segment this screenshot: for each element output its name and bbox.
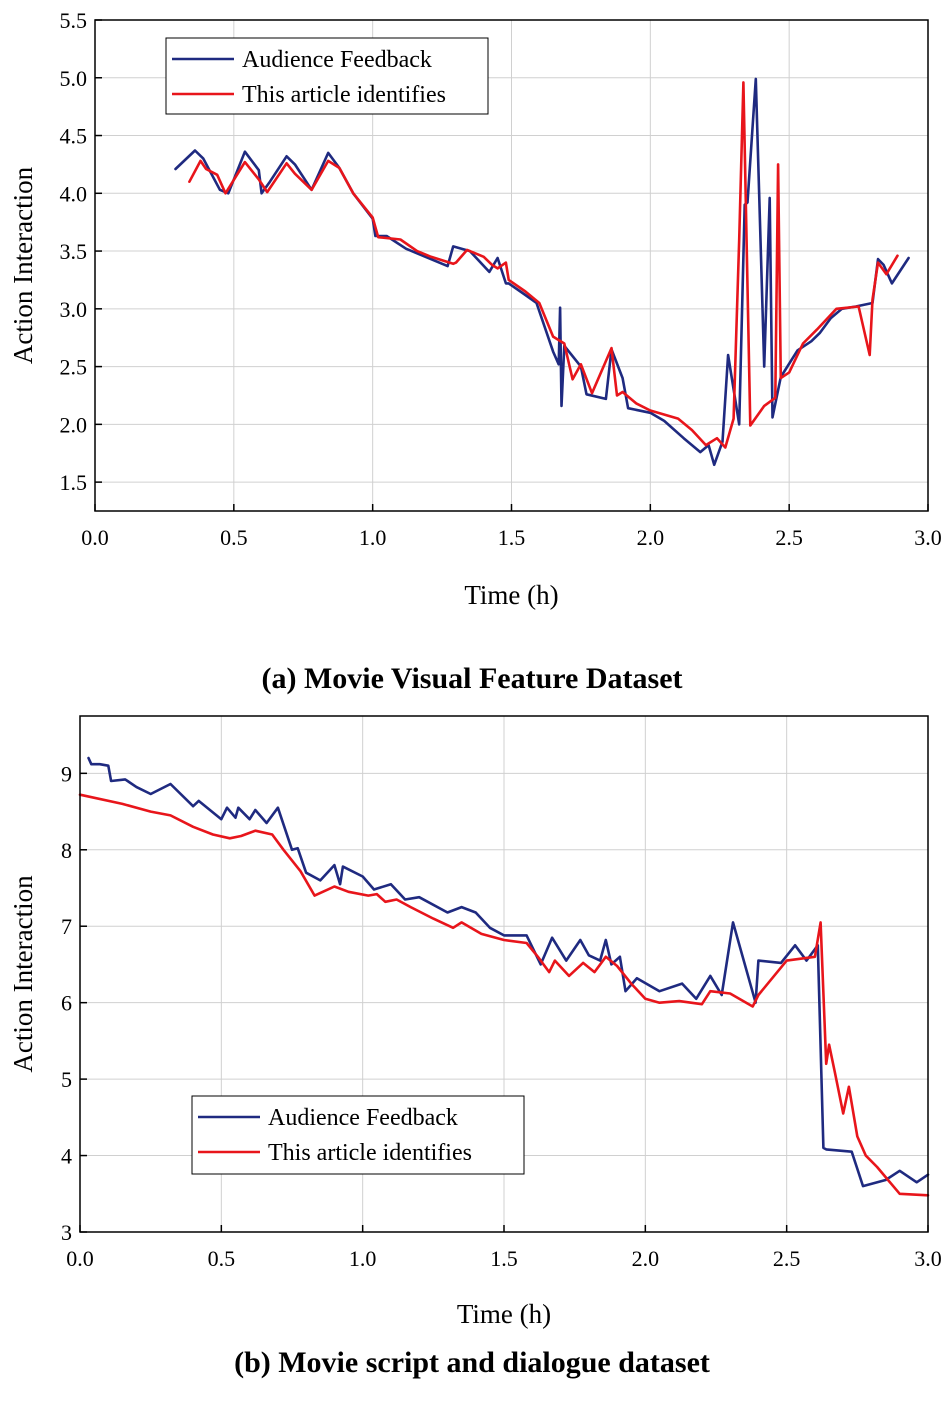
chart-b-legend: Audience Feedback This article identifies — [191, 1095, 525, 1175]
chart-b-caption: (b) Movie script and dialogue dataset — [234, 1346, 710, 1379]
chart-a-y-tick-label: 4.5 — [60, 124, 88, 149]
chart-b-plot-frame — [79, 715, 929, 1233]
chart-a-movie-visual-feature: 0.0 0.5 1.0 1.5 2.0 2.5 3.0 1.5 2.0 2.5 3.0 3.5 4.0 4… — [8, 8, 942, 610]
chart-a-y-tick-label: 1.5 — [60, 470, 88, 495]
chart-b-series-audience-feedback-line — [87, 756, 930, 1188]
chart-b-series-this-article-identifies-line — [78, 793, 930, 1197]
chart-b-x-tick-label: 1.5 — [490, 1246, 518, 1271]
chart-a-legend-label: This article identifies — [242, 82, 446, 108]
chart-a-x-tick-label: 2.5 — [775, 525, 803, 550]
chart-a-y-tick-label: 3.5 — [60, 239, 88, 264]
chart-a-series-audience-feedback-line — [174, 77, 910, 467]
chart-a-x-tick-label: 0.5 — [220, 525, 248, 550]
chart-b-x-tick-label: 1.0 — [349, 1246, 377, 1271]
chart-b-x-tick-label: 3.0 — [914, 1246, 942, 1271]
chart-a-legend: Audience Feedback This article identifies — [165, 37, 489, 115]
chart-a-legend-box — [165, 37, 489, 115]
chart-a-legend-label: Audience Feedback — [242, 47, 432, 73]
chart-a-x-tick-label: 1.0 — [359, 525, 387, 550]
chart-b-y-tick-label: 7 — [61, 914, 72, 939]
chart-b-y-tick-label: 5 — [61, 1067, 72, 1092]
chart-a-caption: (a) Movie Visual Feature Dataset — [261, 662, 682, 695]
chart-b-y-tick-label: 6 — [61, 991, 72, 1016]
chart-b-x-tick-label: 2.5 — [773, 1246, 801, 1271]
chart-b-x-tick-label: 2.0 — [632, 1246, 660, 1271]
chart-b-x-tick-label: 0.5 — [208, 1246, 236, 1271]
chart-b-y-axis-title: Action Interaction — [8, 875, 38, 1073]
chart-a-y-axis-title: Action Interaction — [8, 166, 38, 364]
chart-b-y-tick-label: 9 — [61, 761, 72, 786]
chart-b-movie-script-dialogue: 0.0 0.5 1.0 1.5 2.0 2.5 3.0 3 4 5 6 7 8 9 Time (h) Acti… — [8, 715, 942, 1329]
chart-a-x-tick-label: 0.0 — [81, 525, 109, 550]
chart-b-y-tick-label: 4 — [61, 1144, 72, 1169]
chart-a-y-tick-label: 2.0 — [60, 412, 88, 437]
chart-a-y-tick-label: 2.5 — [60, 355, 88, 380]
chart-b-y-tick-label: 3 — [61, 1220, 72, 1245]
chart-b-legend-box — [191, 1095, 525, 1175]
chart-a-x-tick-label: 1.5 — [498, 525, 526, 550]
chart-a-y-tick-label: 5.0 — [60, 66, 88, 91]
chart-b-legend-label: This article identifies — [268, 1140, 472, 1166]
chart-a-series-this-article-identifies-line — [188, 81, 899, 449]
chart-b-legend-label: Audience Feedback — [268, 1105, 458, 1131]
chart-a-x-tick-label: 2.0 — [637, 525, 665, 550]
chart-b-x-tick-label: 0.0 — [66, 1246, 94, 1271]
chart-a-y-tick-label: 3.0 — [60, 297, 88, 322]
chart-b-y-tick-label: 8 — [61, 838, 72, 863]
chart-a-y-tick-label: 4.0 — [60, 181, 88, 206]
chart-a-y-tick-label: 5.5 — [60, 8, 88, 33]
chart-a-plot-frame — [94, 19, 929, 512]
chart-a-x-tick-label: 3.0 — [914, 525, 942, 550]
chart-a-x-axis-title: Time (h) — [464, 580, 558, 610]
chart-b-x-axis-title: Time (h) — [457, 1299, 551, 1329]
